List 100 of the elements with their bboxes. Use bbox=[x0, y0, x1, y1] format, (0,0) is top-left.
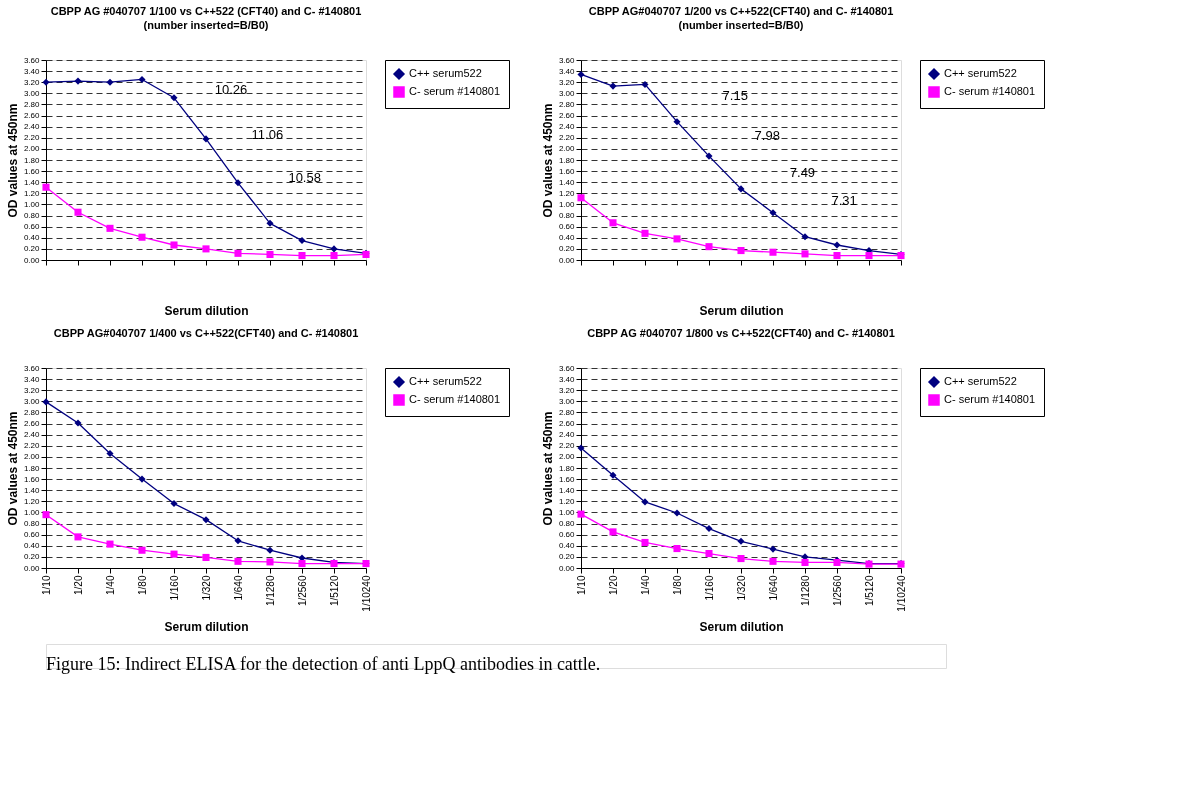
y-tick-label: 2.40 bbox=[23, 122, 41, 132]
annotation: 7.98 bbox=[754, 128, 780, 144]
point bbox=[42, 398, 50, 406]
point bbox=[705, 550, 713, 558]
x-tick-label: 1/320 bbox=[735, 575, 747, 601]
point bbox=[705, 152, 713, 160]
point bbox=[737, 247, 745, 255]
y-tick-label: 0.60 bbox=[23, 530, 41, 540]
point bbox=[673, 545, 681, 553]
point bbox=[609, 82, 617, 90]
point bbox=[298, 560, 306, 568]
chart-subtitle: (number inserted=B/B0) bbox=[678, 19, 804, 31]
y-tick-label: 3.20 bbox=[558, 385, 576, 395]
point bbox=[769, 209, 777, 217]
point bbox=[42, 183, 50, 191]
y-tick-label: 3.40 bbox=[23, 374, 41, 384]
y-tick-label: 3.40 bbox=[558, 374, 576, 384]
point bbox=[170, 241, 178, 249]
point bbox=[673, 509, 681, 517]
y-tick-label: 3.00 bbox=[558, 88, 576, 98]
x-tick-label: 1/160 bbox=[703, 575, 715, 601]
point bbox=[106, 450, 114, 458]
point bbox=[106, 540, 114, 548]
y-tick-label: 3.60 bbox=[558, 55, 576, 65]
x-tick-label: 1/320 bbox=[200, 575, 212, 601]
point bbox=[673, 118, 681, 126]
y-tick-label: 0.20 bbox=[558, 552, 576, 562]
y-tick-label: 1.80 bbox=[558, 463, 576, 473]
y-tick-label: 1.40 bbox=[558, 177, 576, 187]
y-tick-label: 3.40 bbox=[23, 66, 41, 76]
x-axis-title: Serum dilution bbox=[164, 304, 249, 318]
point bbox=[705, 525, 713, 533]
x-axis-title: Serum dilution bbox=[699, 304, 784, 318]
y-tick-label: 3.00 bbox=[558, 396, 576, 406]
x-tick-label: 1/160 bbox=[168, 575, 180, 601]
point bbox=[641, 229, 649, 237]
y-tick-label: 3.60 bbox=[23, 55, 41, 65]
y-axis-title: OD values at 450nm bbox=[5, 103, 20, 218]
legend-label: C- serum #140801 bbox=[944, 85, 1036, 97]
legend-label: C- serum #140801 bbox=[409, 85, 501, 97]
point bbox=[833, 241, 841, 249]
y-tick-label: 0.20 bbox=[23, 244, 41, 254]
point bbox=[138, 75, 146, 83]
x-tick-label: 1/1280 bbox=[264, 575, 276, 607]
point bbox=[106, 78, 114, 86]
y-tick-label: 3.00 bbox=[23, 88, 41, 98]
point bbox=[641, 80, 649, 88]
x-tick-label: 1/640 bbox=[767, 575, 779, 601]
chart-subtitle: (number inserted=B/B0) bbox=[143, 19, 269, 31]
point bbox=[330, 245, 338, 253]
annotation: 7.31 bbox=[831, 193, 857, 209]
y-tick-label: 0.00 bbox=[558, 563, 576, 573]
point bbox=[138, 475, 146, 483]
point bbox=[298, 252, 306, 260]
legend-label: C++ serum522 bbox=[409, 67, 482, 79]
annotation: 10.26 bbox=[214, 82, 248, 98]
y-tick-label: 0.80 bbox=[558, 519, 576, 529]
y-tick-label: 1.60 bbox=[558, 166, 576, 176]
y-tick-label: 1.40 bbox=[558, 485, 576, 495]
x-tick-label: 1/10 bbox=[40, 575, 52, 595]
chart-title: CBPP AG#040707 1/200 vs C++522(CFT40) and C- #140801 bbox=[588, 5, 894, 17]
point bbox=[801, 250, 809, 258]
point bbox=[641, 498, 649, 506]
point bbox=[737, 185, 745, 193]
annotation: 7.49 bbox=[789, 164, 816, 180]
y-tick-label: 1.40 bbox=[23, 485, 41, 495]
y-tick-label: 2.60 bbox=[23, 111, 41, 121]
y-tick-label: 0.40 bbox=[23, 233, 41, 243]
chart-title: CBPP AG #040707 1/800 vs C++522(CFT40) and C- #140801 bbox=[587, 327, 895, 339]
y-tick-label: 0.40 bbox=[23, 541, 41, 551]
y-tick-label: 0.20 bbox=[23, 552, 41, 562]
point bbox=[769, 248, 777, 256]
y-tick-label: 1.80 bbox=[23, 463, 41, 473]
point bbox=[577, 194, 585, 202]
y-tick-label: 1.40 bbox=[23, 177, 41, 187]
y-tick-label: 2.80 bbox=[23, 99, 41, 109]
point bbox=[737, 555, 745, 563]
point bbox=[42, 511, 50, 519]
y-tick-label: 0.60 bbox=[558, 222, 576, 232]
point bbox=[833, 252, 841, 260]
y-tick-label: 0.80 bbox=[558, 211, 576, 221]
point bbox=[298, 237, 306, 245]
x-tick-label: 1/5120 bbox=[328, 575, 340, 607]
y-tick-label: 3.40 bbox=[558, 66, 576, 76]
y-tick-label: 0.20 bbox=[558, 244, 576, 254]
y-tick-label: 2.60 bbox=[23, 419, 41, 429]
y-tick-label: 1.20 bbox=[558, 188, 576, 198]
x-axis-title: Serum dilution bbox=[699, 619, 784, 634]
y-axis-title: OD values at 450nm bbox=[540, 103, 555, 218]
x-tick-label: 1/10240 bbox=[360, 575, 372, 612]
point bbox=[234, 249, 242, 257]
point bbox=[266, 546, 274, 554]
annotation: 10.58 bbox=[288, 170, 321, 186]
point bbox=[170, 500, 178, 508]
y-tick-label: 0.40 bbox=[558, 233, 576, 243]
y-tick-label: 2.80 bbox=[558, 99, 576, 109]
y-tick-label: 2.60 bbox=[558, 419, 576, 429]
x-tick-label: 1/40 bbox=[104, 575, 116, 595]
point bbox=[266, 219, 274, 227]
point bbox=[609, 219, 617, 227]
